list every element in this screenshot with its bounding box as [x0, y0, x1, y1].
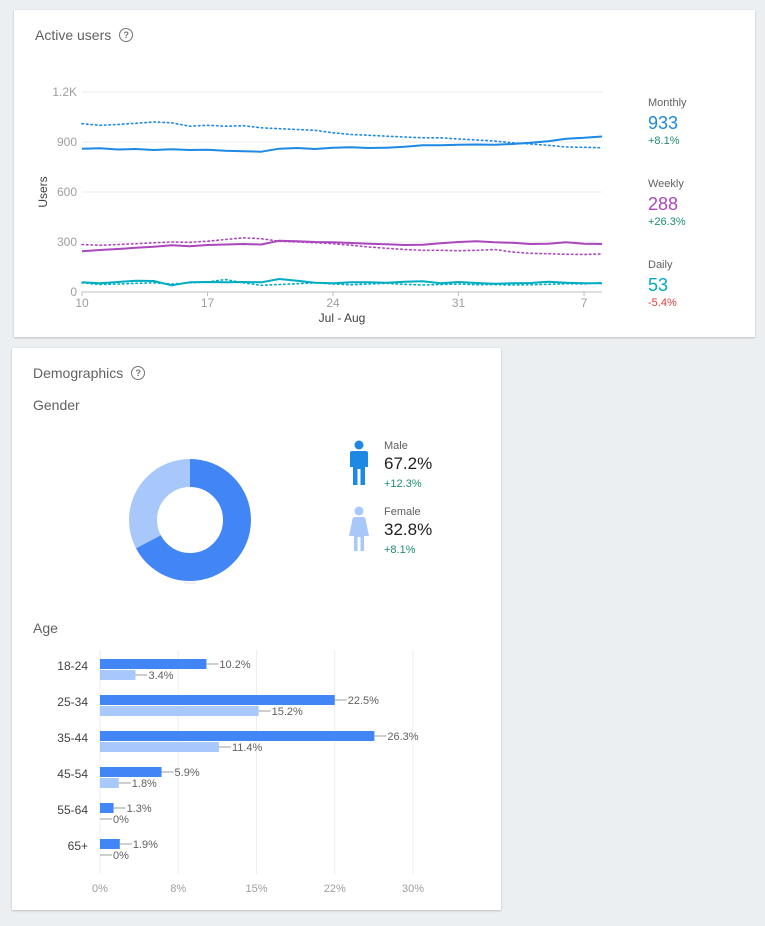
- x-tick-label: 24: [326, 296, 340, 310]
- summary-weekly: Weekly 288 +26.3%: [648, 178, 686, 228]
- active-users-line-chart: 0 300 600 900 1.2K 10 17 24 31 7 Jul - Aug Users: [36, 85, 603, 325]
- series-line-daily-previous-period: [81, 278, 603, 287]
- gender-title: Gender: [33, 397, 80, 413]
- data-label: 0%: [113, 814, 129, 826]
- help-icon[interactable]: ?: [119, 28, 134, 42]
- y-tick-label: 0: [70, 285, 77, 299]
- data-label: 22.5%: [348, 695, 379, 707]
- summary-value: 288: [648, 194, 679, 214]
- gender-label: Female: [384, 506, 421, 518]
- y-tick-label: 1.2K: [52, 85, 77, 99]
- x-tick-label: 7: [581, 296, 588, 310]
- x-tick-label: 8%: [170, 883, 186, 895]
- category-label: 55-64: [57, 803, 88, 817]
- series-line-weekly: [81, 239, 603, 253]
- data-label: 10.2%: [219, 659, 250, 671]
- category-label: 25-34: [57, 695, 88, 709]
- x-axis-label: Jul - Aug: [319, 311, 366, 325]
- y-tick-label: 300: [57, 235, 77, 249]
- x-tick-label: 31: [452, 296, 466, 310]
- summary-label: Monthly: [648, 97, 687, 109]
- data-label: 1.9%: [133, 839, 158, 851]
- bar-45-54-current[interactable]: [100, 767, 162, 777]
- data-label: 5.9%: [175, 767, 200, 779]
- x-tick-label: 0%: [92, 883, 108, 895]
- gender-value: 32.8%: [384, 520, 433, 539]
- help-icon[interactable]: ?: [131, 366, 146, 380]
- data-label: 3.4%: [148, 670, 173, 682]
- bar-25-34-previous[interactable]: [100, 706, 259, 716]
- active-users-header: Active users ?: [35, 27, 134, 43]
- y-tick-label: 900: [57, 135, 77, 149]
- demographics-card: Demographics ? Gender Male 67.2% +12.3% …: [12, 348, 501, 910]
- bar-25-34-current[interactable]: [100, 695, 335, 705]
- data-label: 0%: [113, 850, 129, 862]
- summary-change: +26.3%: [648, 216, 686, 228]
- x-tick-label: 10: [75, 296, 89, 310]
- bar-18-24-previous[interactable]: [100, 670, 136, 680]
- summary-value: 933: [648, 113, 679, 133]
- category-label: 18-24: [57, 659, 88, 673]
- summary-change: +8.1%: [648, 135, 680, 147]
- active-users-title: Active users: [35, 27, 112, 43]
- data-label: 26.3%: [387, 731, 418, 743]
- data-label: 15.2%: [272, 706, 303, 718]
- pie-slice-female[interactable]: [129, 459, 251, 581]
- summary-monthly: Monthly 933 +8.1%: [648, 97, 687, 147]
- x-tick-label: 22%: [324, 883, 346, 895]
- x-tick-label: 17: [201, 296, 215, 310]
- demographics-header: Demographics ?: [33, 365, 146, 381]
- series-line-monthly: [81, 135, 603, 153]
- gender-change: +8.1%: [384, 544, 416, 556]
- age-bar-chart: 0% 8% 15% 22% 30% 18-24 10.2% 3.4% 25-34 22.5% 15.…: [57, 650, 424, 895]
- gender-label: Male: [384, 440, 408, 452]
- summary-label: Daily: [648, 259, 673, 271]
- bar-65+-current[interactable]: [100, 839, 120, 849]
- male-icon: [350, 440, 368, 485]
- active-users-card: Active users ? 0 300 600 900 1.2K 10 17 24 31 7 Ju…: [14, 10, 755, 337]
- female-icon: [349, 506, 369, 551]
- category-label: 45-54: [57, 767, 88, 781]
- summary-value: 53: [648, 275, 669, 295]
- x-tick-label: 15%: [245, 883, 267, 895]
- data-label: 1.3%: [127, 803, 152, 815]
- summary-label: Weekly: [648, 178, 684, 190]
- bar-55-64-current[interactable]: [100, 803, 114, 813]
- age-title: Age: [33, 620, 58, 636]
- demographics-title: Demographics: [33, 365, 124, 381]
- data-label: 1.8%: [132, 778, 157, 790]
- summary-change: -5.4%: [648, 297, 677, 309]
- gender-change: +12.3%: [384, 478, 422, 490]
- bar-18-24-current[interactable]: [100, 659, 207, 669]
- y-tick-label: 600: [57, 185, 77, 199]
- gender-value: 67.2%: [384, 454, 433, 473]
- bar-35-44-current[interactable]: [100, 731, 375, 741]
- series-line-monthly-previous-period: [81, 121, 603, 149]
- series-line-weekly-previous-period: [81, 237, 603, 256]
- bar-45-54-previous[interactable]: [100, 778, 119, 788]
- data-label: 11.4%: [232, 742, 263, 754]
- category-label: 35-44: [57, 731, 88, 745]
- y-axis-label: Users: [36, 176, 50, 207]
- summary-daily: Daily 53 -5.4%: [648, 259, 677, 309]
- bar-35-44-previous[interactable]: [100, 742, 219, 752]
- gender-donut-chart: [129, 459, 251, 584]
- x-tick-label: 30%: [402, 883, 424, 895]
- category-label: 65+: [68, 839, 88, 853]
